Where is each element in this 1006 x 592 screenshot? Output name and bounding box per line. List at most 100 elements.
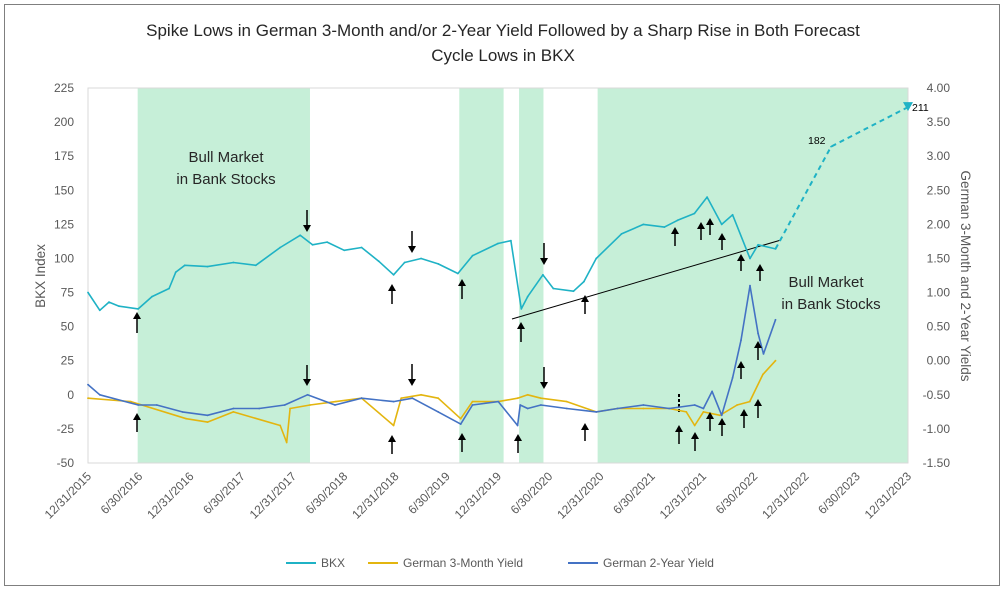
- series-line-bkx-forecast: [774, 106, 909, 250]
- point-bkx: [731, 213, 734, 216]
- point-german-3-month-yield: [642, 407, 645, 410]
- point-bkx: [420, 257, 422, 260]
- point-bkx: [174, 271, 177, 273]
- y-right-tick-label: 3.00: [927, 149, 951, 163]
- down-arrow-icon: [303, 225, 311, 232]
- y-axis-left-label: BKX Index: [33, 244, 48, 308]
- point-german-3-month-yield: [232, 411, 235, 413]
- legend-label-2y: German 2-Year Yield: [603, 556, 714, 570]
- up-arrow-icon: [697, 222, 705, 229]
- y-left-tick-label: 25: [61, 354, 75, 368]
- y-right-tick-label: 4.00: [927, 81, 951, 95]
- point-bkx: [520, 308, 523, 310]
- up-arrow-icon: [671, 227, 679, 234]
- up-arrow-icon: [458, 433, 466, 440]
- point-german-2-year-yield: [774, 318, 777, 321]
- series-line-german-3-month-yield: [87, 360, 777, 444]
- point-bkx: [749, 257, 751, 260]
- x-tick-label: 12/31/2021: [657, 469, 710, 522]
- point-german-2-year-yield: [516, 424, 519, 427]
- series-group: [87, 102, 913, 444]
- point-german-2-year-yield: [392, 400, 395, 403]
- point-german-3-month-yield: [774, 359, 777, 362]
- up-arrow-icon: [706, 218, 714, 225]
- x-tick-label: 6/30/2023: [815, 469, 863, 517]
- shaded-period-3: [519, 88, 544, 463]
- point-bkx: [720, 223, 723, 226]
- point-bkx: [457, 272, 459, 275]
- up-arrow-icon: [691, 432, 699, 439]
- point-german-3-month-yield: [693, 424, 696, 427]
- up-arrow-icon: [740, 409, 748, 416]
- point-german-2-year-yield: [137, 404, 140, 406]
- y-left-tick-label: 100: [54, 251, 74, 265]
- x-tick-label: 6/30/2022: [713, 469, 761, 517]
- point-german-2-year-yield: [711, 390, 713, 393]
- bull-market-left-line-2: in Bank Stocks: [176, 171, 275, 188]
- point-bkx: [471, 254, 474, 257]
- y-right-tick-label: 0.50: [927, 320, 951, 334]
- point-german-2-year-yield: [98, 393, 101, 396]
- point-bkx: [98, 309, 101, 312]
- point-german-3-month-yield: [289, 407, 291, 410]
- point-german-3-month-yield: [748, 400, 751, 403]
- point-bkx: [595, 257, 598, 260]
- y-right-tick-label: 1.00: [927, 286, 951, 300]
- point-german-2-year-yield: [459, 423, 462, 425]
- point-german-3-month-yield: [719, 414, 721, 417]
- point-german-3-month-yield: [87, 397, 89, 400]
- up-arrow-icon: [517, 322, 525, 329]
- point-bkx: [706, 196, 708, 199]
- x-tick-label: 6/30/2021: [610, 469, 658, 517]
- point-german-3-month-yield: [762, 373, 764, 376]
- trend-line: [511, 239, 782, 320]
- point-bkx: [392, 273, 395, 276]
- point-german-3-month-yield: [516, 397, 519, 400]
- point-german-3-month-yield: [400, 397, 403, 400]
- y-left-tick-label: 200: [54, 115, 74, 129]
- point-german-2-year-yield: [693, 404, 696, 406]
- point-bkx: [118, 305, 120, 308]
- point-german-3-month-yield: [285, 441, 288, 444]
- shaded-period-1: [137, 88, 310, 463]
- point-bkx: [254, 264, 257, 267]
- point-german-3-month-yield: [206, 421, 209, 423]
- point-german-3-month-yield: [471, 400, 474, 403]
- point-german-2-year-yield: [334, 404, 336, 406]
- point-german-2-year-yield: [749, 284, 751, 287]
- up-arrow-icon: [581, 423, 589, 430]
- y-left-tick-label: -50: [57, 456, 75, 470]
- point-bkx: [542, 273, 544, 276]
- up-arrow-icon: [754, 341, 762, 348]
- point-german-2-year-yield: [258, 407, 261, 410]
- up-arrow-icon: [388, 435, 396, 442]
- x-tick-label: 12/31/2023: [862, 469, 915, 522]
- up-arrow-icon: [737, 361, 745, 368]
- point-german-2-year-yield: [595, 411, 598, 413]
- point-german-2-year-yield: [642, 404, 645, 406]
- x-tick-label: 12/31/2016: [144, 469, 197, 522]
- legend-label-3m: German 3-Month Yield: [403, 556, 523, 570]
- x-tick-label: 6/30/2020: [508, 469, 556, 517]
- point-german-2-year-yield: [519, 404, 522, 406]
- point-bkx: [510, 239, 512, 242]
- point-bkx: [663, 226, 666, 229]
- x-tick-label: 6/30/2016: [98, 469, 146, 517]
- point-german-3-month-yield: [437, 397, 440, 400]
- point-german-3-month-yield: [279, 424, 282, 427]
- point-bkx-forecast: [774, 248, 777, 250]
- up-arrow-icon: [718, 233, 726, 240]
- point-german-3-month-yield: [130, 400, 132, 403]
- y-left-tick-label: 50: [61, 320, 75, 334]
- annotations-group: Bull Market in Bank Stocks Bull Market i…: [176, 102, 929, 313]
- up-arrow-icon: [675, 425, 683, 432]
- point-bkx: [757, 243, 759, 246]
- up-arrow-icon: [458, 279, 466, 286]
- point-german-2-year-yield: [306, 393, 309, 396]
- point-german-2-year-yield: [740, 339, 742, 342]
- point-german-2-year-yield: [181, 411, 184, 413]
- y-left-tick-label: 75: [61, 286, 75, 300]
- point-bkx: [326, 241, 328, 244]
- point-bkx: [87, 291, 89, 294]
- y-right-tick-label: -1.50: [923, 456, 951, 470]
